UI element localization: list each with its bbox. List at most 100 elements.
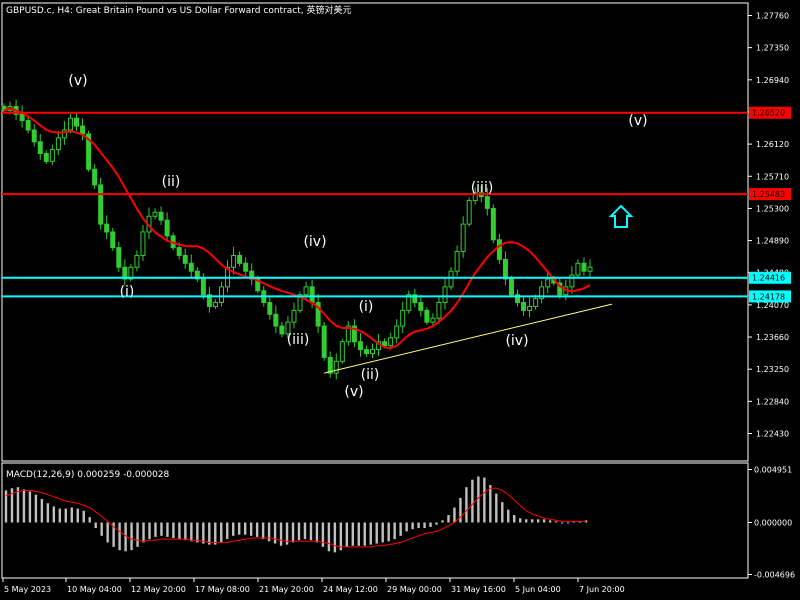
candle-body [502, 258, 508, 280]
macd-histogram-bar [542, 519, 546, 523]
candle-body [86, 133, 92, 170]
wave-labels: (v)(ii)(i)(iv)(iii)(i)(ii)(v)(iii)(iv)(v… [68, 73, 647, 400]
price-axis-label: 1.25710 [756, 172, 789, 181]
candle-body [188, 262, 194, 272]
macd-histogram-bar [345, 522, 349, 547]
candle-body [460, 223, 466, 253]
macd-histogram-bar [118, 522, 121, 551]
candle-body [575, 262, 581, 276]
candle-body [243, 262, 249, 272]
macd-axis-label: 0.004951 [754, 466, 792, 475]
macd-histogram-bar [560, 522, 564, 524]
macd-histogram-bar [208, 522, 211, 545]
macd-histogram-bar [405, 522, 408, 532]
macd-histogram-bar [46, 503, 50, 523]
time-axis-label: 29 May 00:00 [387, 585, 442, 594]
macd-histogram-bar [357, 522, 360, 546]
macd-histogram-bar [22, 489, 26, 523]
macd-histogram-bar [100, 522, 103, 536]
macd-panel-frame [1, 462, 749, 579]
candle-body [43, 153, 49, 162]
candle-body [472, 192, 478, 202]
price-level-tag [749, 188, 791, 201]
macd-histogram-bar [28, 491, 32, 523]
candle-body [382, 341, 388, 347]
candle-body [267, 302, 273, 315]
macd-histogram-bar [536, 519, 540, 523]
macd-histogram-bar [214, 522, 217, 545]
candle-body [454, 251, 460, 272]
macd-histogram-bar [58, 508, 62, 523]
candle-body [406, 294, 412, 311]
macd-histogram-bar [554, 521, 558, 523]
candle-body [442, 286, 448, 304]
macd-histogram-bar [321, 522, 325, 547]
candle-body [273, 313, 279, 327]
price-axis-label: 1.23660 [756, 333, 789, 342]
candle-body [110, 231, 116, 249]
candle-body [515, 294, 521, 304]
macd-histogram-bar [381, 522, 384, 543]
macd-histogram-bar [237, 522, 241, 535]
macd-histogram-bar [40, 498, 44, 523]
price-level-tag-text: 1.24178 [752, 292, 785, 301]
macd-histogram-bar [513, 515, 516, 523]
candle-body [176, 247, 182, 256]
candle-body [309, 286, 315, 304]
time-axis-label: 7 Jun 20:00 [579, 585, 625, 594]
macd-histogram-bar [465, 487, 468, 523]
price-axis-label: 1.27760 [756, 12, 789, 21]
macd-histogram-bar [226, 522, 229, 540]
candle-body [152, 211, 158, 217]
macd-axis: 0.004951 0.000000 -0.004696 [748, 466, 795, 580]
macd-histogram-bar [435, 522, 438, 525]
macd-histogram-bar [16, 487, 20, 523]
macd-histogram-bar [327, 522, 331, 552]
macd-histogram-bar [88, 517, 91, 523]
time-axis-label: 5 May 2023 [4, 585, 51, 594]
macd-histogram-bar [393, 522, 396, 540]
candle-body [116, 247, 122, 268]
price-axis-label: 1.24070 [756, 301, 789, 310]
candle-body [218, 286, 224, 304]
candle-body [587, 266, 593, 272]
candle-body [104, 223, 110, 233]
candle-body [345, 325, 351, 343]
macd-histogram-bar [399, 522, 402, 536]
macd-histogram-bar [375, 522, 378, 544]
candle-body [303, 286, 309, 296]
macd-histogram-bar [160, 522, 163, 536]
candle-body [321, 325, 327, 358]
macd-histogram-bar [255, 522, 259, 537]
macd-histogram-bar [261, 522, 265, 540]
chart-header: GBPUSD.c, H4: Great Britain Pound vs US … [6, 4, 352, 16]
candle-body [581, 262, 587, 272]
price-axis-label: 1.27350 [756, 44, 789, 53]
candle-body [370, 349, 376, 355]
level-tags: 1.26520 1.25483 1.24416 1.24178 [749, 106, 791, 303]
macd-histogram-bar [106, 522, 109, 543]
candle-body [496, 239, 502, 260]
candle-body [164, 219, 170, 237]
macd-histogram-bar [220, 522, 223, 543]
price-level-tag-text: 1.26520 [752, 109, 785, 118]
macd-histogram-bar [495, 493, 498, 523]
macd-histogram-bar [172, 522, 175, 539]
description-label: Great Britain Pound vs US Dollar Forward… [76, 6, 301, 16]
wave-label: (iv) [303, 234, 326, 250]
price-level-tag-text: 1.25483 [752, 190, 785, 199]
price-axis-label: 1.23250 [756, 365, 789, 374]
time-axis-label: 5 Jun 04:00 [515, 585, 561, 594]
candle-body [31, 129, 37, 143]
macd-histogram-bar [459, 497, 462, 523]
candle-body [128, 266, 134, 280]
candle-body [508, 278, 514, 296]
time-axis-label: 12 May 20:00 [131, 585, 186, 594]
timeframe-label: H4 [57, 6, 70, 16]
macd-axis-label: -0.004696 [754, 571, 795, 580]
candle-body [388, 337, 394, 347]
macd-histogram-bar [267, 522, 271, 542]
price-panel-frame [1, 2, 749, 462]
